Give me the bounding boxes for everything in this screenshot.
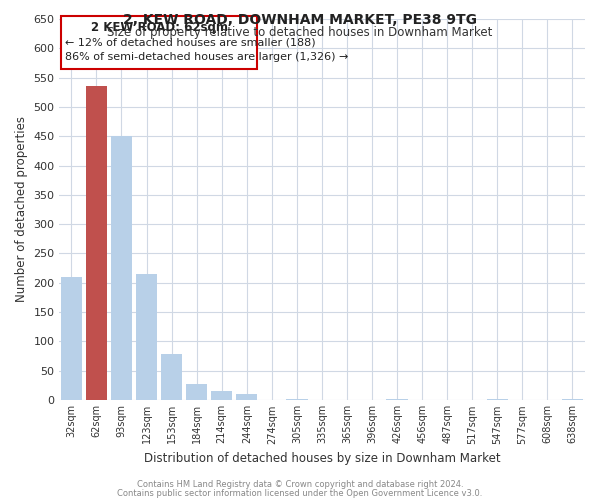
Bar <box>61 277 82 400</box>
Bar <box>111 136 132 400</box>
Bar <box>236 394 257 400</box>
Bar <box>136 274 157 400</box>
Bar <box>487 399 508 400</box>
Text: Size of property relative to detached houses in Downham Market: Size of property relative to detached ho… <box>107 26 493 39</box>
Text: 2 KEW ROAD: 62sqm: 2 KEW ROAD: 62sqm <box>91 21 227 34</box>
Text: ← 12% of detached houses are smaller (188): ← 12% of detached houses are smaller (18… <box>65 38 316 48</box>
Bar <box>211 391 232 400</box>
Bar <box>562 399 583 400</box>
Text: Contains public sector information licensed under the Open Government Licence v3: Contains public sector information licen… <box>118 488 482 498</box>
X-axis label: Distribution of detached houses by size in Downham Market: Distribution of detached houses by size … <box>143 452 500 465</box>
Text: 2, KEW ROAD, DOWNHAM MARKET, PE38 9TG: 2, KEW ROAD, DOWNHAM MARKET, PE38 9TG <box>123 12 477 26</box>
Bar <box>186 384 207 400</box>
Bar <box>286 399 308 400</box>
Bar <box>161 354 182 400</box>
Bar <box>86 86 107 400</box>
FancyBboxPatch shape <box>61 16 257 69</box>
Y-axis label: Number of detached properties: Number of detached properties <box>15 116 28 302</box>
Text: 86% of semi-detached houses are larger (1,326) →: 86% of semi-detached houses are larger (… <box>65 52 349 62</box>
Text: Contains HM Land Registry data © Crown copyright and database right 2024.: Contains HM Land Registry data © Crown c… <box>137 480 463 489</box>
